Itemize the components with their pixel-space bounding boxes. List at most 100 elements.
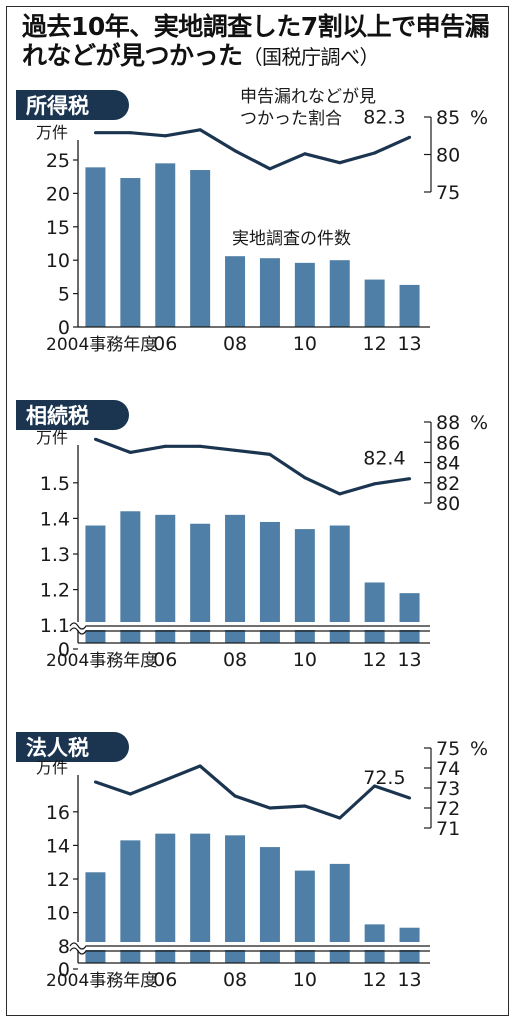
left-tick-label: 12 <box>46 869 70 891</box>
bar <box>329 525 350 643</box>
right-tick-label: 84 <box>436 453 460 475</box>
ratio-point <box>163 778 167 782</box>
ratio-point <box>93 131 97 135</box>
bar <box>155 163 176 327</box>
bar <box>329 863 350 963</box>
category-tick-label: 13 <box>397 649 421 671</box>
ratio-point <box>303 476 307 480</box>
chart-panel-3 <box>16 732 432 970</box>
category-tick-label: 13 <box>397 969 421 991</box>
bar <box>120 178 141 327</box>
ratio-line <box>95 128 411 171</box>
line-series-label: つかった割合 <box>240 109 342 129</box>
category-tick-label: 06 <box>153 649 177 671</box>
left-tick-label: 5 <box>58 284 70 306</box>
line-series-label: 申告漏れなどが見 <box>240 87 376 107</box>
ratio-point <box>268 806 272 810</box>
ratio-point <box>163 444 167 448</box>
bar <box>225 514 246 643</box>
bar <box>190 170 211 327</box>
source-note: （国税庁調べ） <box>242 45 380 69</box>
right-tick-label: 82 <box>436 473 460 495</box>
left-tick-label: 1.3 <box>40 544 70 566</box>
bar <box>329 260 350 327</box>
left-tick-label: 1.2 <box>40 580 70 602</box>
right-axis-unit: % <box>470 738 488 760</box>
right-tick-label: 71 <box>436 818 460 840</box>
left-tick-label: 1.1 <box>40 615 70 637</box>
bar <box>85 525 106 643</box>
ratio-point <box>373 151 377 155</box>
ratio-point <box>303 804 307 808</box>
left-tick-label: 10 <box>46 250 70 272</box>
ratio-point <box>268 167 272 171</box>
left-tick-label: 8 <box>58 936 70 958</box>
ratio-point <box>233 448 237 452</box>
ratio-point <box>303 152 307 156</box>
category-tick-label: 2004事務年度 <box>46 335 157 355</box>
left-tick-label: 16 <box>46 802 70 824</box>
category-tick-label: 12 <box>363 969 387 991</box>
category-tick-label: 10 <box>293 649 317 671</box>
page-title: 過去10年、実地調査した7割以上で申告漏れなどが見つかった（国税庁調べ） <box>22 12 502 72</box>
left-axis-unit: 万件 <box>36 758 68 777</box>
ratio-point <box>338 816 342 820</box>
category-tick-label: 10 <box>293 969 317 991</box>
right-tick-label: 74 <box>436 758 460 780</box>
right-axis-unit: % <box>470 412 488 434</box>
last-value-label: 72.5 <box>363 767 405 789</box>
right-tick-label: 85 <box>436 107 460 129</box>
bar <box>225 835 246 963</box>
right-tick-label: 86 <box>436 432 460 454</box>
ratio-point <box>373 784 377 788</box>
left-tick-label: 15 <box>46 217 70 239</box>
bar <box>259 847 280 963</box>
category-tick-label: 13 <box>397 333 421 355</box>
bar <box>294 262 315 327</box>
right-axis-unit: % <box>470 107 488 129</box>
bar <box>155 833 176 963</box>
bar <box>85 872 106 963</box>
ratio-point <box>128 792 132 796</box>
right-tick-label: 75 <box>436 182 460 204</box>
left-tick-label: 10 <box>46 903 70 925</box>
bar <box>259 521 280 643</box>
category-tick-label: 2004事務年度 <box>46 651 157 671</box>
left-tick-label: 20 <box>46 183 70 205</box>
ratio-point <box>408 135 412 139</box>
left-tick-label: 0 <box>58 317 70 339</box>
bar <box>120 840 141 963</box>
panel-title-badge <box>16 400 129 430</box>
bar <box>259 258 280 327</box>
category-tick-label: 06 <box>153 969 177 991</box>
ratio-point <box>268 452 272 456</box>
left-tick-label: 25 <box>46 150 70 172</box>
axis-break-line <box>69 627 430 635</box>
left-axis-unit: 万件 <box>36 123 68 142</box>
panel-title: 所得税 <box>26 94 89 118</box>
left-tick-label: 0 <box>58 639 70 661</box>
last-value-label: 82.4 <box>363 448 405 470</box>
ratio-point <box>198 128 202 132</box>
bar <box>294 870 315 963</box>
bar <box>225 256 246 327</box>
bar <box>364 582 385 643</box>
category-tick-label: 12 <box>363 333 387 355</box>
bar <box>190 833 211 963</box>
panel-title-badge <box>16 732 129 762</box>
ratio-point <box>408 477 412 481</box>
panel-title: 法人税 <box>26 736 89 760</box>
ratio-point <box>408 796 412 800</box>
left-tick-label: 14 <box>46 835 70 857</box>
left-tick-label: 1.4 <box>40 508 70 530</box>
bar <box>364 279 385 327</box>
bar <box>294 529 315 643</box>
category-tick-label: 10 <box>293 333 317 355</box>
bar <box>120 511 141 643</box>
category-tick-label: 06 <box>153 333 177 355</box>
ratio-point <box>128 131 132 135</box>
chart-frame <box>6 6 509 1016</box>
ratio-point <box>93 437 97 441</box>
ratio-point <box>128 450 132 454</box>
